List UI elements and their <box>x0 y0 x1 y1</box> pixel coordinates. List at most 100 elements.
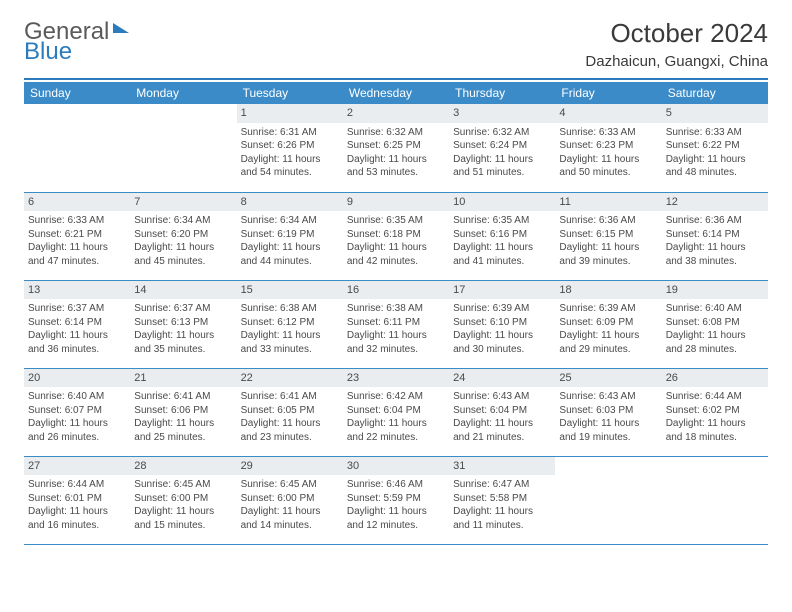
day-number: 14 <box>130 281 236 300</box>
day-number: 7 <box>130 193 236 212</box>
sunrise-line: Sunrise: 6:43 AM <box>453 390 551 404</box>
day-number: 26 <box>662 369 768 388</box>
daylight-line: Daylight: 11 hours and 15 minutes. <box>134 505 232 532</box>
daylight-line: Daylight: 11 hours and 33 minutes. <box>241 329 339 356</box>
day-number: 8 <box>237 193 343 212</box>
calendar-cell: 28Sunrise: 6:45 AMSunset: 6:00 PMDayligh… <box>130 456 236 544</box>
day-header: Friday <box>555 82 661 104</box>
calendar-cell: 16Sunrise: 6:38 AMSunset: 6:11 PMDayligh… <box>343 280 449 368</box>
sunset-line: Sunset: 6:04 PM <box>453 404 551 418</box>
sunrise-line: Sunrise: 6:39 AM <box>559 302 657 316</box>
daylight-line: Daylight: 11 hours and 45 minutes. <box>134 241 232 268</box>
sunset-line: Sunset: 6:07 PM <box>28 404 126 418</box>
daylight-line: Daylight: 11 hours and 26 minutes. <box>28 417 126 444</box>
day-number: 1 <box>237 104 343 123</box>
day-header: Monday <box>130 82 236 104</box>
sunset-line: Sunset: 6:22 PM <box>666 139 764 153</box>
day-number: 21 <box>130 369 236 388</box>
sunset-line: Sunset: 6:05 PM <box>241 404 339 418</box>
calendar-cell: 18Sunrise: 6:39 AMSunset: 6:09 PMDayligh… <box>555 280 661 368</box>
sunrise-line: Sunrise: 6:35 AM <box>347 214 445 228</box>
sunrise-line: Sunrise: 6:46 AM <box>347 478 445 492</box>
daylight-line: Daylight: 11 hours and 28 minutes. <box>666 329 764 356</box>
calendar-cell: 21Sunrise: 6:41 AMSunset: 6:06 PMDayligh… <box>130 368 236 456</box>
sunrise-line: Sunrise: 6:38 AM <box>347 302 445 316</box>
day-number: 3 <box>449 104 555 123</box>
sunset-line: Sunset: 5:58 PM <box>453 492 551 506</box>
sunrise-line: Sunrise: 6:36 AM <box>559 214 657 228</box>
sunset-line: Sunset: 6:08 PM <box>666 316 764 330</box>
sunset-line: Sunset: 6:18 PM <box>347 228 445 242</box>
daylight-line: Daylight: 11 hours and 41 minutes. <box>453 241 551 268</box>
calendar-cell: 4Sunrise: 6:33 AMSunset: 6:23 PMDaylight… <box>555 104 661 192</box>
calendar-cell: 10Sunrise: 6:35 AMSunset: 6:16 PMDayligh… <box>449 192 555 280</box>
sunset-line: Sunset: 6:20 PM <box>134 228 232 242</box>
calendar-cell: 22Sunrise: 6:41 AMSunset: 6:05 PMDayligh… <box>237 368 343 456</box>
calendar-cell: 9Sunrise: 6:35 AMSunset: 6:18 PMDaylight… <box>343 192 449 280</box>
calendar-cell: 27Sunrise: 6:44 AMSunset: 6:01 PMDayligh… <box>24 456 130 544</box>
day-header: Wednesday <box>343 82 449 104</box>
calendar-cell: 30Sunrise: 6:46 AMSunset: 5:59 PMDayligh… <box>343 456 449 544</box>
calendar-cell: 5Sunrise: 6:33 AMSunset: 6:22 PMDaylight… <box>662 104 768 192</box>
day-number: 2 <box>343 104 449 123</box>
sunset-line: Sunset: 6:11 PM <box>347 316 445 330</box>
day-number: 6 <box>24 193 130 212</box>
daylight-line: Daylight: 11 hours and 36 minutes. <box>28 329 126 356</box>
sunrise-line: Sunrise: 6:47 AM <box>453 478 551 492</box>
sunset-line: Sunset: 6:02 PM <box>666 404 764 418</box>
calendar-cell: 25Sunrise: 6:43 AMSunset: 6:03 PMDayligh… <box>555 368 661 456</box>
calendar-cell: 3Sunrise: 6:32 AMSunset: 6:24 PMDaylight… <box>449 104 555 192</box>
day-number: 17 <box>449 281 555 300</box>
calendar-row: 6Sunrise: 6:33 AMSunset: 6:21 PMDaylight… <box>24 192 768 280</box>
daylight-line: Daylight: 11 hours and 42 minutes. <box>347 241 445 268</box>
title-underline <box>24 78 768 80</box>
title-block: October 2024 Dazhaicun, Guangxi, China <box>585 18 768 70</box>
calendar-row: 20Sunrise: 6:40 AMSunset: 6:07 PMDayligh… <box>24 368 768 456</box>
sunrise-line: Sunrise: 6:37 AM <box>28 302 126 316</box>
calendar-cell: 23Sunrise: 6:42 AMSunset: 6:04 PMDayligh… <box>343 368 449 456</box>
calendar-row: 27Sunrise: 6:44 AMSunset: 6:01 PMDayligh… <box>24 456 768 544</box>
sunrise-line: Sunrise: 6:37 AM <box>134 302 232 316</box>
day-number: 10 <box>449 193 555 212</box>
day-number: 16 <box>343 281 449 300</box>
daylight-line: Daylight: 11 hours and 22 minutes. <box>347 417 445 444</box>
calendar-head: SundayMondayTuesdayWednesdayThursdayFrid… <box>24 82 768 104</box>
day-number: 18 <box>555 281 661 300</box>
sunrise-line: Sunrise: 6:40 AM <box>666 302 764 316</box>
day-number: 31 <box>449 457 555 476</box>
daylight-line: Daylight: 11 hours and 11 minutes. <box>453 505 551 532</box>
sail-icon <box>113 23 129 33</box>
daylight-line: Daylight: 11 hours and 19 minutes. <box>559 417 657 444</box>
day-number: 25 <box>555 369 661 388</box>
sunset-line: Sunset: 6:14 PM <box>666 228 764 242</box>
daylight-line: Daylight: 11 hours and 18 minutes. <box>666 417 764 444</box>
sunrise-line: Sunrise: 6:31 AM <box>241 126 339 140</box>
day-number: 4 <box>555 104 661 123</box>
day-number: 23 <box>343 369 449 388</box>
sunset-line: Sunset: 6:15 PM <box>559 228 657 242</box>
sunrise-line: Sunrise: 6:35 AM <box>453 214 551 228</box>
daylight-line: Daylight: 11 hours and 51 minutes. <box>453 153 551 180</box>
location-label: Dazhaicun, Guangxi, China <box>585 53 768 70</box>
daylight-line: Daylight: 11 hours and 25 minutes. <box>134 417 232 444</box>
sunrise-line: Sunrise: 6:38 AM <box>241 302 339 316</box>
calendar-cell: 19Sunrise: 6:40 AMSunset: 6:08 PMDayligh… <box>662 280 768 368</box>
sunrise-line: Sunrise: 6:32 AM <box>347 126 445 140</box>
sunrise-line: Sunrise: 6:41 AM <box>241 390 339 404</box>
sunrise-line: Sunrise: 6:43 AM <box>559 390 657 404</box>
daylight-line: Daylight: 11 hours and 14 minutes. <box>241 505 339 532</box>
sunset-line: Sunset: 6:26 PM <box>241 139 339 153</box>
day-number: 30 <box>343 457 449 476</box>
sunrise-line: Sunrise: 6:36 AM <box>666 214 764 228</box>
sunrise-line: Sunrise: 6:41 AM <box>134 390 232 404</box>
brand-part2: Blue <box>24 38 72 66</box>
sunset-line: Sunset: 5:59 PM <box>347 492 445 506</box>
calendar-cell: 1Sunrise: 6:31 AMSunset: 6:26 PMDaylight… <box>237 104 343 192</box>
day-number: 22 <box>237 369 343 388</box>
calendar-cell: 15Sunrise: 6:38 AMSunset: 6:12 PMDayligh… <box>237 280 343 368</box>
sunset-line: Sunset: 6:19 PM <box>241 228 339 242</box>
sunset-line: Sunset: 6:12 PM <box>241 316 339 330</box>
sunrise-line: Sunrise: 6:34 AM <box>134 214 232 228</box>
day-number: 5 <box>662 104 768 123</box>
sunset-line: Sunset: 6:24 PM <box>453 139 551 153</box>
